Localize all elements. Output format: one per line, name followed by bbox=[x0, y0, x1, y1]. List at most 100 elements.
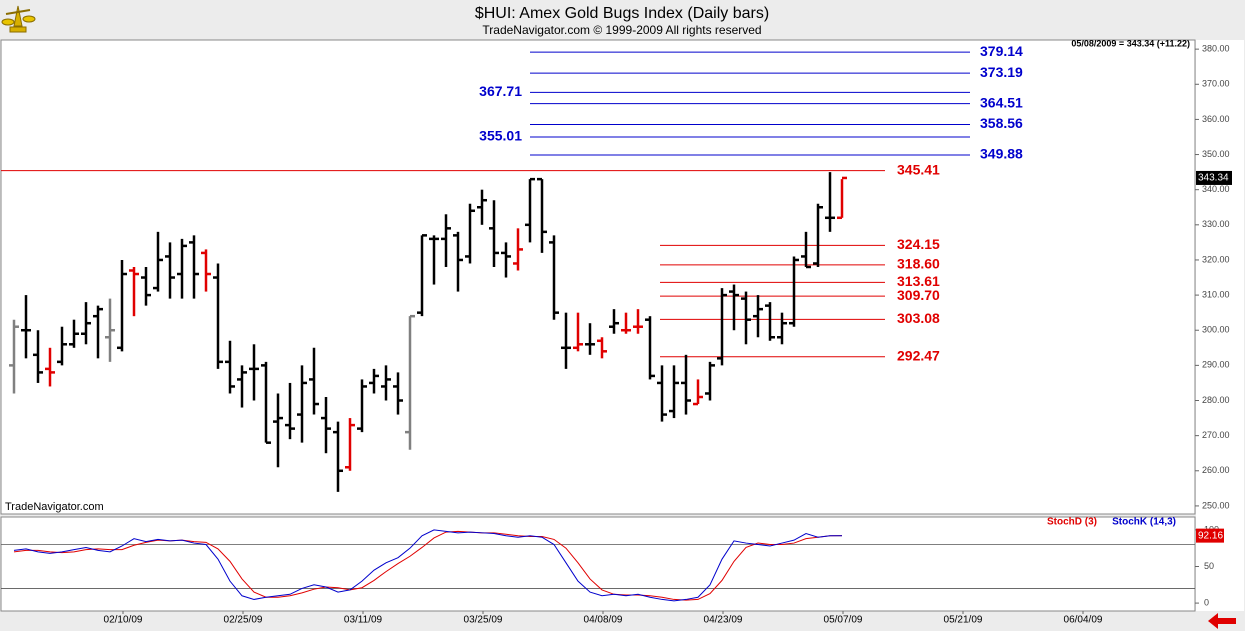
x-tick-label: 03/11/09 bbox=[344, 615, 383, 626]
ohlc-bar bbox=[213, 263, 223, 369]
ohlc-bar bbox=[789, 256, 799, 327]
x-tick-label: 04/08/09 bbox=[584, 615, 623, 626]
level-label: 313.61 bbox=[897, 273, 940, 289]
ohlc-bar bbox=[489, 200, 499, 267]
ohlc-bar bbox=[405, 314, 415, 450]
ohlc-bar bbox=[141, 266, 151, 306]
ohlc-bar bbox=[57, 326, 67, 366]
ohlc-bar bbox=[621, 312, 631, 334]
y-tick-label: 340.00 bbox=[1202, 184, 1230, 194]
right-axis-area bbox=[1196, 40, 1244, 611]
last-value-label: 92.16 bbox=[1198, 530, 1223, 541]
ohlc-bar bbox=[309, 347, 319, 415]
y-tick-label: 300.00 bbox=[1202, 325, 1230, 335]
y-tick-label: 290.00 bbox=[1202, 360, 1230, 370]
ohlc-bar bbox=[33, 330, 43, 383]
ohlc-bar bbox=[657, 365, 667, 422]
x-tick-label: 02/25/09 bbox=[224, 615, 263, 626]
ohlc-bar bbox=[561, 312, 571, 369]
level-label: 355.01 bbox=[479, 128, 522, 144]
ohlc-bar bbox=[9, 319, 19, 394]
ohlc-bar bbox=[69, 319, 79, 348]
ohlc-bar bbox=[741, 291, 751, 345]
ohlc-bar bbox=[21, 295, 31, 359]
chart-subtitle: TradeNavigator.com © 1999-2009 All right… bbox=[482, 23, 761, 37]
y-tick-label: 310.00 bbox=[1202, 289, 1230, 299]
ohlc-bar bbox=[813, 203, 823, 267]
ohlc-bar bbox=[753, 295, 763, 338]
ohlc-bar bbox=[273, 393, 283, 468]
ohlc-bar bbox=[537, 177, 547, 253]
ohlc-bar bbox=[501, 242, 511, 278]
ohlc-bar bbox=[249, 344, 259, 401]
x-tick-label: 05/07/09 bbox=[824, 615, 863, 626]
ohlc-bar bbox=[237, 365, 247, 408]
ohlc-bar bbox=[333, 421, 343, 492]
ohlc-bar bbox=[201, 249, 211, 292]
y-tick-label: 360.00 bbox=[1202, 114, 1230, 124]
legend-entry: StochD (3) bbox=[1047, 517, 1097, 528]
ohlc-bar bbox=[717, 288, 727, 366]
y-tick-label: 50 bbox=[1204, 561, 1214, 571]
ohlc-bar bbox=[477, 189, 487, 225]
ohlc-bar bbox=[357, 379, 367, 433]
x-tick-label: 06/04/09 bbox=[1064, 615, 1103, 626]
ohlc-bar bbox=[441, 214, 451, 267]
last-price-label: 343.34 bbox=[1198, 173, 1229, 184]
y-tick-label: 260.00 bbox=[1202, 465, 1230, 475]
ohlc-bar bbox=[765, 302, 775, 341]
level-label: 373.19 bbox=[980, 64, 1023, 80]
last-quote-info: 05/08/2009 = 343.34 (+11.22) bbox=[1071, 38, 1190, 48]
y-tick-label: 380.00 bbox=[1202, 44, 1230, 54]
ohlc-bar bbox=[297, 365, 307, 443]
y-tick-label: 350.00 bbox=[1202, 149, 1230, 159]
level-label: 379.14 bbox=[980, 43, 1023, 59]
ohlc-bar bbox=[321, 396, 331, 454]
ohlc-bar bbox=[801, 231, 811, 269]
ohlc-bar bbox=[729, 284, 739, 331]
ohlc-bar bbox=[81, 302, 91, 345]
ohlc-bar bbox=[129, 266, 139, 317]
x-tick-label: 02/10/09 bbox=[104, 615, 143, 626]
stoch-panel bbox=[0, 516, 1196, 612]
last-price-tag bbox=[1196, 170, 1232, 185]
ohlc-bar bbox=[225, 340, 235, 394]
level-label: 367.71 bbox=[479, 83, 522, 99]
ohlc-bar bbox=[153, 231, 163, 292]
ohlc-bar bbox=[189, 235, 199, 299]
y-tick-label: 250.00 bbox=[1202, 500, 1230, 510]
ohlc-bar bbox=[669, 365, 679, 419]
ohlc-bar bbox=[381, 365, 391, 401]
ohlc-bar bbox=[609, 309, 619, 334]
ohlc-bar bbox=[549, 235, 559, 320]
x-tick-label: 03/25/09 bbox=[464, 615, 503, 626]
ohlc-bar bbox=[525, 177, 535, 243]
scroll-arrow[interactable] bbox=[1208, 613, 1236, 629]
legend-entry: StochK (14,3) bbox=[1112, 517, 1176, 528]
ohlc-bar bbox=[777, 312, 787, 345]
ohlc-bar bbox=[345, 418, 355, 471]
level-label: 364.51 bbox=[980, 94, 1023, 110]
ohlc-bar bbox=[393, 372, 403, 415]
level-label: 345.41 bbox=[897, 161, 940, 177]
stoch-line bbox=[13, 529, 842, 602]
ohlc-bar bbox=[465, 203, 475, 264]
level-label: 349.88 bbox=[980, 146, 1023, 162]
ohlc-bar bbox=[261, 361, 271, 444]
y-tick-label: 270.00 bbox=[1202, 430, 1230, 440]
ohlc-bar bbox=[177, 238, 187, 299]
chart-title: $HUI: Amex Gold Bugs Index (Daily bars) bbox=[475, 5, 769, 22]
ohlc-bar bbox=[705, 361, 715, 401]
ohlc-bar bbox=[693, 379, 703, 406]
ohlc-bar bbox=[585, 323, 595, 355]
y-tick-label: 370.00 bbox=[1202, 79, 1230, 89]
ohlc-bar bbox=[417, 234, 427, 317]
ohlc-bar bbox=[105, 298, 115, 362]
x-tick-label: 04/23/09 bbox=[704, 615, 743, 626]
price-panel bbox=[0, 39, 1196, 515]
level-label: 324.15 bbox=[897, 236, 940, 252]
y-tick-label: 320.00 bbox=[1202, 254, 1230, 264]
y-tick-label: 330.00 bbox=[1202, 219, 1230, 229]
